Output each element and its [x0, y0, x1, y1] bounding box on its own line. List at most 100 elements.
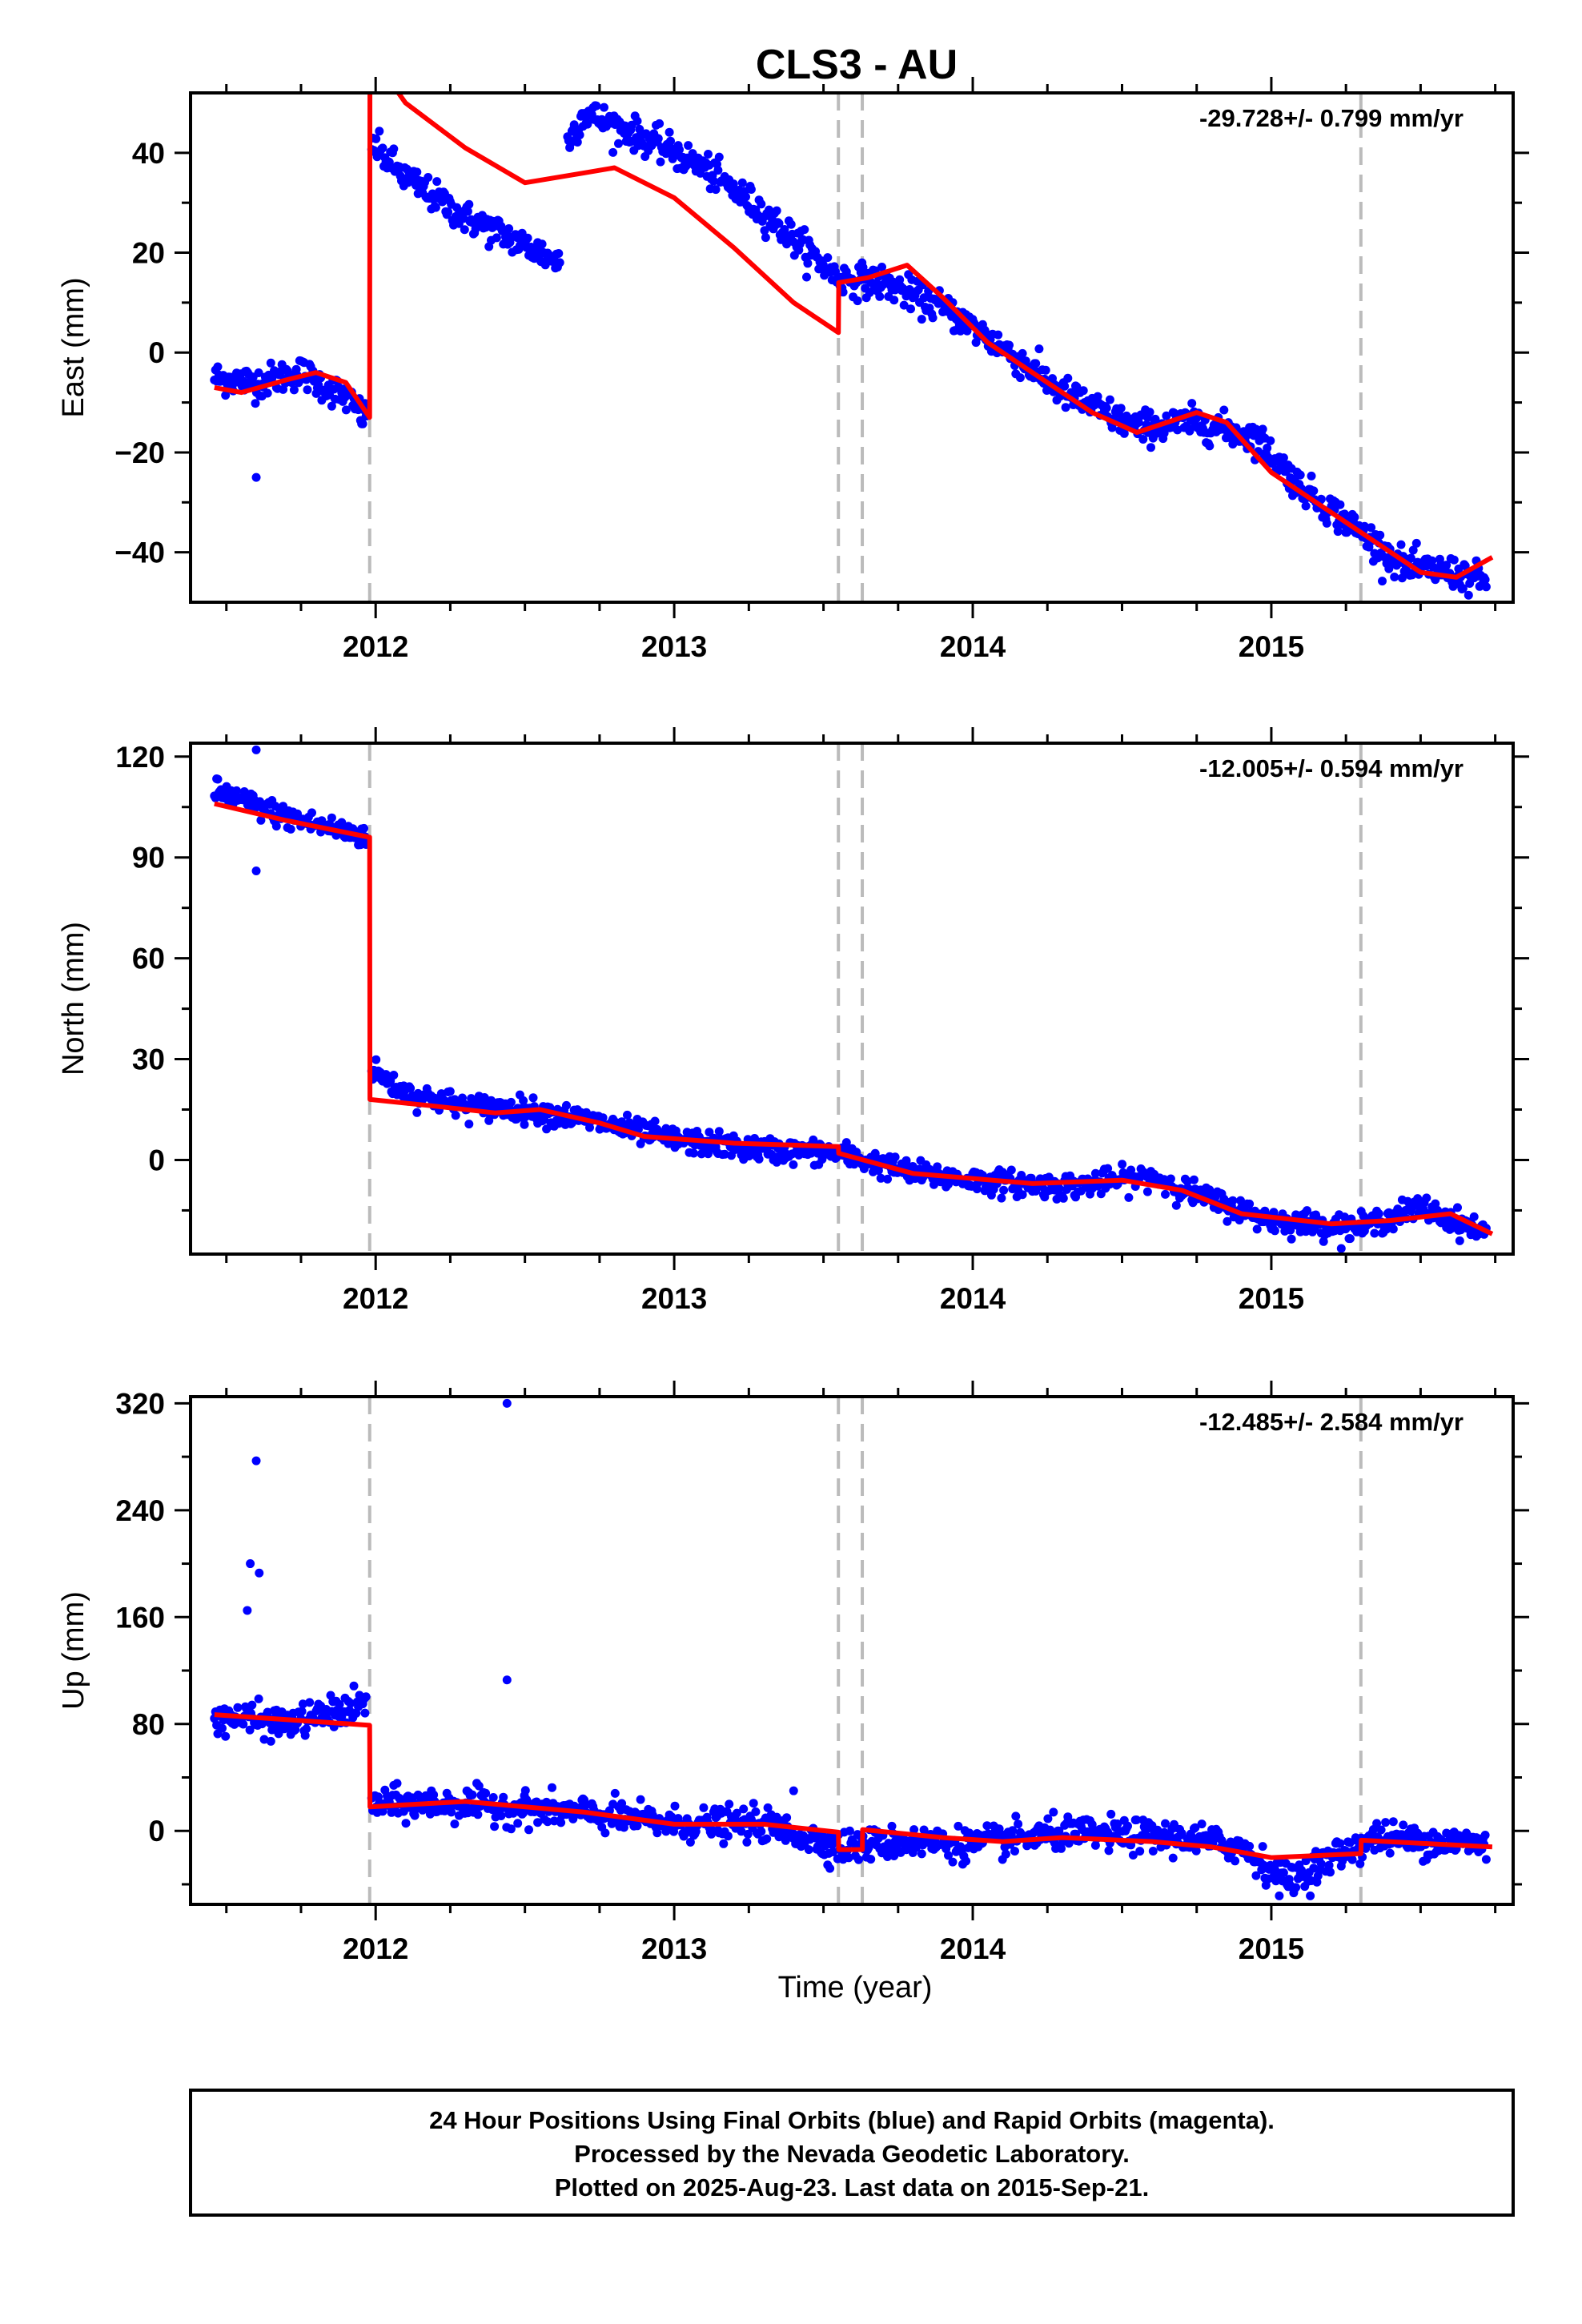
x-tick-label: 2015: [1239, 1932, 1304, 1965]
observation-point: [1142, 1187, 1152, 1196]
observation-point: [239, 1719, 248, 1729]
panel-east: 2012 2013 2014 2015 40 20 0 −20 −40 East (mm) -29.…: [57, 77, 1529, 663]
observation-point: [829, 1848, 838, 1856]
observation-point: [1279, 1868, 1288, 1877]
observation-point: [1291, 1883, 1301, 1892]
observation-point: [1015, 373, 1025, 383]
observation-point: [1018, 348, 1027, 358]
observation-point: [1367, 523, 1376, 533]
observation-point: [772, 206, 781, 215]
panel-plot-area: [210, 93, 1494, 602]
observation-point: [732, 1808, 741, 1818]
observation-point: [713, 166, 723, 175]
observation-point: [1453, 1203, 1462, 1212]
observation-point: [1258, 424, 1267, 434]
observation-point: [741, 192, 750, 202]
observation-point: [1223, 1216, 1232, 1226]
observation-point: [655, 119, 665, 128]
observation-point: [1442, 561, 1452, 570]
observation-point: [371, 1055, 381, 1064]
outlier-point: [251, 745, 261, 754]
observation-point: [463, 207, 472, 216]
observation-point: [1384, 564, 1394, 573]
observation-point: [825, 1864, 835, 1873]
panel-frame: [189, 91, 1515, 604]
observation-point: [389, 144, 399, 154]
x-tick-label: 2014: [940, 630, 1006, 663]
x-axis-title: Time (year): [778, 1971, 933, 2004]
observation-point: [424, 173, 433, 182]
observation-point: [1480, 1831, 1490, 1839]
observation-point: [737, 1827, 746, 1836]
observation-point: [256, 815, 266, 825]
observation-point: [610, 1788, 620, 1798]
observation-point: [889, 296, 899, 305]
rate-annotation: -29.728+/- 0.799 mm/yr: [1199, 104, 1464, 132]
observation-point: [723, 1831, 733, 1841]
observation-point: [919, 293, 929, 303]
observation-point: [1185, 426, 1195, 436]
observation-point: [335, 1699, 344, 1709]
observation-point: [506, 1097, 516, 1107]
observation-point: [670, 1801, 680, 1811]
observation-point: [962, 1856, 971, 1866]
observation-point: [1396, 540, 1406, 549]
observation-point: [1173, 425, 1182, 435]
observation-point: [1269, 1208, 1279, 1217]
observation-point: [1376, 1825, 1386, 1835]
observation-point: [1205, 441, 1215, 451]
observation-point: [1266, 436, 1275, 445]
observation-point: [473, 1810, 483, 1819]
outlier-point: [502, 1398, 512, 1408]
observation-point: [520, 1120, 529, 1129]
observation-point: [1399, 1820, 1408, 1830]
observation-point: [1309, 1864, 1319, 1873]
observation-point: [853, 296, 862, 306]
y-tick-label: 80: [132, 1708, 165, 1741]
observation-point: [481, 1788, 491, 1798]
observation-point: [751, 1807, 761, 1816]
observation-point: [997, 1193, 1006, 1203]
observation-point: [537, 239, 547, 249]
observation-point: [1182, 1176, 1192, 1186]
observation-point: [1191, 1823, 1200, 1832]
observation-point: [488, 1793, 498, 1802]
observation-point: [1145, 408, 1154, 417]
observation-point: [711, 185, 721, 195]
observation-point: [1060, 381, 1070, 391]
observation-point: [632, 1821, 642, 1831]
observation-point: [233, 1703, 243, 1712]
panels: 2012 2013 2014 2015 40 20 0 −20 −40 East (mm) -29.…: [57, 77, 1529, 1965]
observation-point: [459, 214, 468, 223]
observation-point: [554, 249, 564, 258]
observation-point: [1345, 1234, 1355, 1244]
observation-point: [1123, 1821, 1132, 1831]
observation-point: [1390, 573, 1399, 581]
observation-point: [1431, 1199, 1440, 1208]
observation-point: [1258, 1842, 1267, 1852]
panel-plot-area: [210, 743, 1494, 1254]
x-tick-label: 2013: [641, 1282, 707, 1315]
observation-point: [1219, 405, 1229, 415]
observation-point: [213, 362, 223, 372]
observation-point: [1187, 399, 1197, 408]
observation-point: [1324, 1860, 1334, 1870]
observation-point: [1231, 1856, 1240, 1866]
observation-point: [684, 141, 693, 151]
observation-point: [247, 1700, 257, 1710]
outlier-point: [243, 1606, 252, 1615]
observation-point: [760, 226, 769, 235]
outlier-point: [502, 1675, 512, 1685]
observation-point: [636, 1795, 645, 1804]
observation-point: [714, 1127, 724, 1136]
observation-point: [289, 385, 299, 395]
observation-point: [1107, 423, 1117, 432]
rate-annotation: -12.485+/- 2.584 mm/yr: [1199, 1408, 1464, 1436]
y-tick-label: 120: [115, 741, 165, 774]
observation-point: [520, 1786, 530, 1795]
observation-point: [1102, 404, 1111, 412]
observation-point: [504, 224, 514, 233]
observation-point: [746, 185, 756, 194]
observation-point: [1054, 1184, 1064, 1193]
observation-point: [406, 1084, 416, 1093]
